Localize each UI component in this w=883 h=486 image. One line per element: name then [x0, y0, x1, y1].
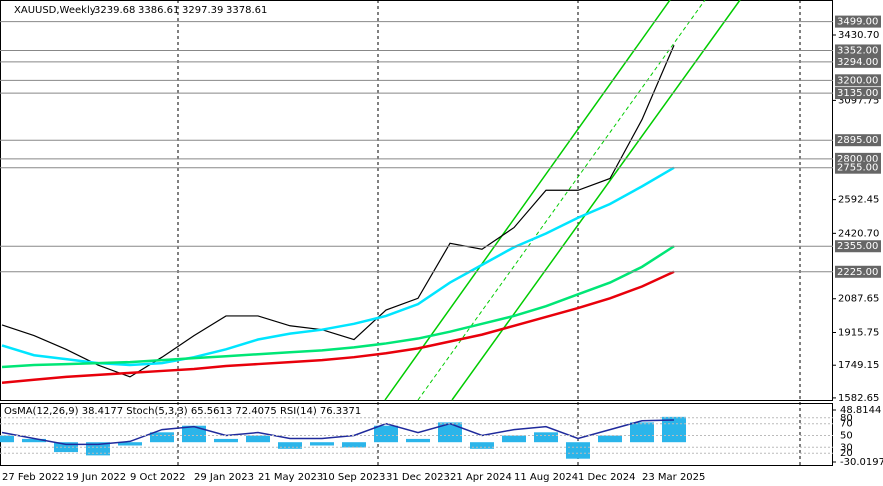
series-line	[1, 270, 675, 384]
indicator-title: OsMA(12,26,9) 38.4177 Stoch(5,3,3) 65.56…	[4, 406, 361, 417]
bar	[662, 416, 686, 443]
x-tick-label: 29 Jan 2023	[194, 472, 254, 483]
ohlc: 3386.61	[138, 5, 179, 16]
bar	[246, 435, 270, 443]
x-tick-label: 21 Apr 2024	[450, 472, 512, 483]
bar	[0, 435, 14, 443]
y-tick-label: 2592.45	[838, 195, 879, 206]
y-tick-label: 2420.70	[838, 228, 879, 239]
level-label: 3294.00	[837, 57, 878, 68]
level-label: 2755.00	[837, 163, 878, 174]
separators	[177, 0, 801, 466]
ohlc: 3297.39	[182, 5, 223, 16]
bar	[86, 442, 110, 456]
bar	[22, 438, 46, 443]
x-tick-label: 23 Mar 2025	[642, 472, 705, 483]
x-tick-label: 1 Dec 2024	[578, 472, 636, 483]
level-box	[835, 161, 881, 174]
series-line	[1, 45, 675, 378]
bar	[374, 425, 398, 443]
x-tick-label: 31 Dec 2023	[386, 472, 450, 483]
y2-tick-label: 30	[840, 442, 853, 453]
y2-tick-label: 50	[840, 431, 853, 442]
bar	[214, 438, 238, 443]
y-tick-label: -30.0197	[840, 457, 883, 468]
marks	[0, 45, 686, 459]
bar	[54, 442, 78, 453]
bar	[470, 442, 494, 449]
y2-tick-label: 70	[840, 419, 853, 430]
y-tick-label: 2087.65	[838, 294, 879, 305]
level-label: 3499.00	[837, 17, 878, 28]
level-box	[835, 240, 881, 253]
level-box	[835, 44, 881, 57]
bar	[118, 442, 142, 446]
level-label: 3352.00	[837, 45, 878, 56]
x-tick-label: 27 Feb 2022	[2, 472, 64, 483]
channel-line	[384, 0, 671, 401]
series-line	[1, 166, 675, 367]
level-label: 2225.00	[837, 267, 878, 278]
channel-mid	[417, 0, 706, 401]
bar	[438, 422, 462, 443]
level-box	[835, 87, 881, 100]
bar	[310, 442, 334, 446]
y-tick-label: 3430.70	[838, 30, 879, 41]
level-box	[835, 15, 881, 28]
bar	[278, 442, 302, 449]
chart-title: XAUUSD,Weekly	[14, 5, 96, 16]
bar	[182, 425, 206, 443]
series-line	[1, 419, 675, 446]
y-tick-label: 48.8144	[840, 405, 881, 416]
level-box	[835, 55, 881, 68]
main-frame	[0, 0, 833, 401]
level-label: 3135.00	[837, 88, 878, 99]
bar	[406, 438, 430, 443]
x-tick-label: 10 Sep 2023	[322, 472, 385, 483]
level-box	[835, 134, 881, 147]
y-tick-label: 1749.15	[838, 360, 879, 371]
bar	[630, 422, 654, 443]
level-label: 2355.00	[837, 241, 878, 252]
x-tick-label: 9 Oct 2022	[130, 472, 185, 483]
channel	[384, 0, 741, 401]
level-box	[835, 74, 881, 87]
channel-line	[451, 0, 741, 401]
y-tick-label: 3097.75	[838, 95, 879, 106]
level-label: 2800.00	[837, 154, 878, 165]
bar	[502, 435, 526, 443]
x-tick-label: 19 Jun 2022	[66, 472, 126, 483]
ohlc: 3378.61	[226, 5, 267, 16]
y2-tick-label: 80	[840, 413, 853, 424]
series-line	[1, 245, 675, 369]
bar	[150, 432, 174, 443]
level-label: 2895.00	[837, 135, 878, 146]
y2-tick-label: 20	[840, 448, 853, 459]
x-tick-label: 11 Aug 2024	[514, 472, 578, 483]
x-tick-label: 21 May 2023	[258, 472, 323, 483]
level-label: 3200.00	[837, 75, 878, 86]
y-tick-label: 1582.65	[838, 393, 879, 404]
ohlc: 3239.68	[94, 5, 135, 16]
level-box	[835, 265, 881, 278]
bar	[534, 432, 558, 443]
bar	[598, 435, 622, 443]
bar	[342, 442, 366, 448]
y-tick-label: 1915.75	[838, 327, 879, 338]
indicator-frame	[0, 403, 833, 466]
bar	[566, 442, 590, 459]
